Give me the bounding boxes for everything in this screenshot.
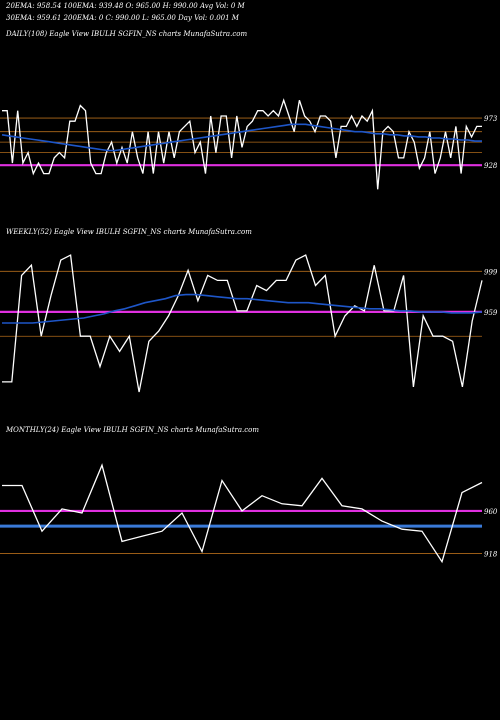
weekly-title: WEEKLY(52) Eagle View IBULH SGFIN_NS cha… — [6, 228, 252, 236]
price-line — [2, 254, 483, 393]
price-line — [2, 463, 483, 564]
weekly-panel: 999 959 — [0, 254, 498, 393]
price-line — [2, 98, 482, 190]
y-tick-label: 959 — [484, 309, 498, 317]
y-tick-label: 973 — [484, 115, 498, 123]
y-tick-label: 999 — [484, 268, 498, 276]
y-tick-label: 918 — [484, 551, 498, 559]
monthly-panel: 960 918 — [0, 463, 498, 564]
y-tick-label: 960 — [484, 508, 498, 516]
header-line-1: 20EMA: 958.54 100EMA: 939.48 O: 965.00 H… — [5, 2, 246, 10]
monthly-title: MONTHLY(24) Eagle View IBULH SGFIN_NS ch… — [5, 426, 259, 434]
daily-panel: 973 928 — [0, 98, 498, 190]
daily-title: DAILY(108) Eagle View IBULH SGFIN_NS cha… — [5, 30, 247, 38]
y-tick-label: 928 — [484, 162, 498, 170]
header-line-2: 30EMA: 959.61 200EMA: 0 C: 990.00 L: 965… — [6, 14, 240, 22]
ema-line — [2, 293, 483, 324]
ema-line — [1, 123, 482, 152]
